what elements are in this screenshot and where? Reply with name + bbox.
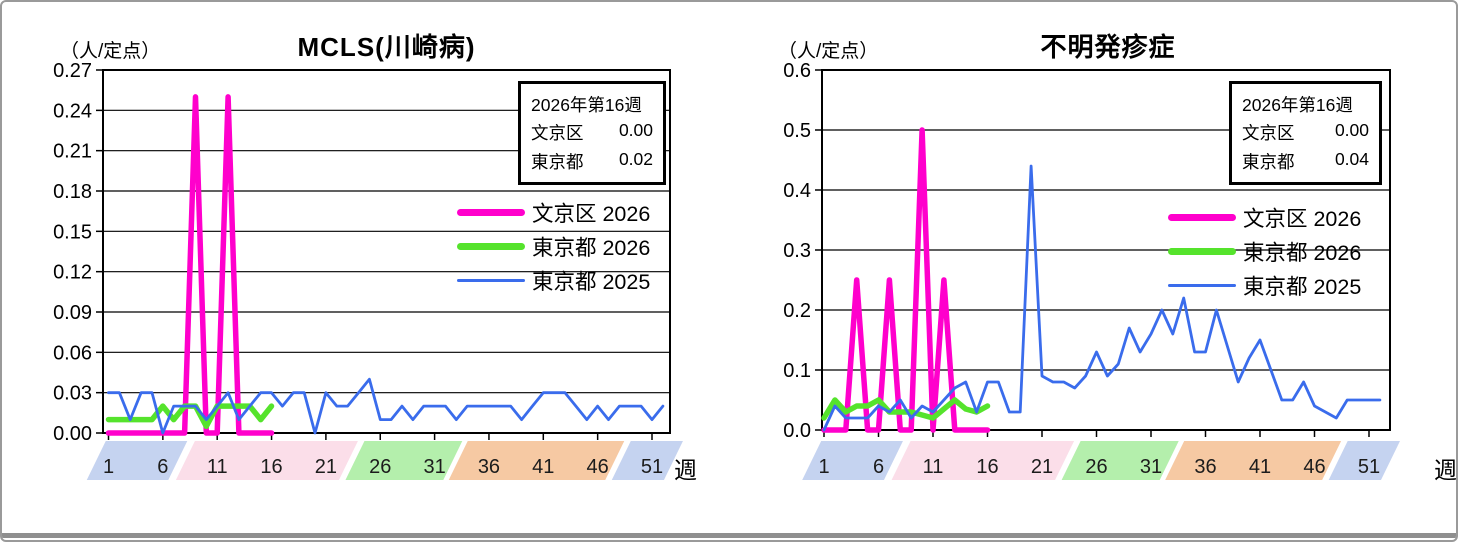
svg-text:0.09: 0.09 xyxy=(53,302,92,324)
svg-text:46: 46 xyxy=(587,456,609,478)
info-box-week-title: 2026年第16週 xyxy=(531,94,642,115)
legend-item-bunkyo-2026: 文京区 2026 xyxy=(1168,200,1361,234)
svg-text:1: 1 xyxy=(818,456,829,478)
svg-text:16: 16 xyxy=(976,456,998,478)
svg-text:31: 31 xyxy=(1140,456,1162,478)
svg-text:41: 41 xyxy=(532,456,554,478)
legend-line-swatch-magenta xyxy=(457,208,525,216)
svg-text:0.12: 0.12 xyxy=(53,262,92,284)
info-label: 文京区 xyxy=(1242,123,1295,144)
svg-text:0.06: 0.06 xyxy=(53,342,92,364)
legend-item-bunkyo-2026: 文京区 2026 xyxy=(457,195,650,229)
info-box: 2026年第16週 文京区 0.00 東京都 0.02 xyxy=(518,81,666,185)
info-box: 2026年第16週 文京区 0.00 東京都 0.04 xyxy=(1229,81,1382,185)
svg-text:0.03: 0.03 xyxy=(53,383,92,405)
svg-text:0.6: 0.6 xyxy=(783,60,811,82)
svg-text:0.2: 0.2 xyxy=(783,300,811,322)
chart-title-mcls: MCLS(川崎病) xyxy=(297,32,476,62)
legend-line-swatch-blue xyxy=(1168,283,1236,287)
chart-1: 0.60.50.40.30.20.10.01 6 11 16 21 26 31 36 41 46 5… xyxy=(783,60,1400,480)
svg-text:31: 31 xyxy=(423,456,445,478)
x-axis-label: 週 xyxy=(674,457,697,483)
svg-text:21: 21 xyxy=(315,456,337,478)
svg-text:0.5: 0.5 xyxy=(783,120,811,142)
svg-text:21: 21 xyxy=(1031,456,1053,478)
info-label: 東京都 xyxy=(1242,152,1295,173)
svg-text:26: 26 xyxy=(369,456,391,478)
svg-text:51: 51 xyxy=(1358,456,1380,478)
svg-text:0.18: 0.18 xyxy=(53,181,92,203)
legend-line-swatch-blue xyxy=(457,278,525,282)
svg-text:0.21: 0.21 xyxy=(53,141,92,163)
svg-text:11: 11 xyxy=(207,456,228,478)
svg-text:0.3: 0.3 xyxy=(783,240,811,262)
legend-line-swatch-magenta xyxy=(1168,213,1236,221)
svg-text:16: 16 xyxy=(260,456,282,478)
svg-text:0.4: 0.4 xyxy=(783,180,811,202)
y-axis-unit-label: （人/定点） xyxy=(60,41,161,62)
svg-text:0.15: 0.15 xyxy=(53,221,92,243)
legend: 文京区 2026 東京都 2026 東京都 2025 xyxy=(457,195,650,297)
legend-line-swatch-green xyxy=(1168,247,1236,255)
x-axis-label: 週 xyxy=(1434,457,1457,483)
legend-item-tokyo-2026: 東京都 2026 xyxy=(457,229,650,263)
svg-text:0.27: 0.27 xyxy=(53,60,92,82)
info-row-tokyo: 東京都 0.02 xyxy=(531,149,653,174)
svg-text:11: 11 xyxy=(923,456,944,478)
chart-0: 0.27 0.24 0.21 0.18 0.15 0.12 0.09 0.06 0.03 0.00… xyxy=(53,60,683,480)
legend-item-tokyo-2025: 東京都 2025 xyxy=(457,263,650,297)
svg-text:0.0: 0.0 xyxy=(783,420,811,442)
window-bottom-edge xyxy=(2,533,1456,538)
info-row-bunkyo: 文京区 0.00 xyxy=(531,120,653,145)
legend-item-tokyo-2025: 東京都 2025 xyxy=(1168,268,1361,302)
legend-line-swatch-green xyxy=(457,242,525,250)
info-value: 0.00 xyxy=(1334,120,1369,141)
svg-text:0.1: 0.1 xyxy=(783,360,811,382)
info-label: 東京都 xyxy=(531,152,584,173)
y-axis-unit-label: （人/定点） xyxy=(778,41,879,62)
svg-text:0.24: 0.24 xyxy=(53,100,92,122)
svg-text:46: 46 xyxy=(1303,456,1325,478)
info-label: 文京区 xyxy=(531,123,584,144)
svg-text:6: 6 xyxy=(873,456,884,478)
legend-item-tokyo-2026: 東京都 2026 xyxy=(1168,234,1361,268)
svg-text:51: 51 xyxy=(641,456,663,478)
svg-text:0.00: 0.00 xyxy=(53,423,92,445)
info-value: 0.00 xyxy=(618,120,653,141)
info-row-tokyo: 東京都 0.04 xyxy=(1242,149,1369,174)
svg-text:26: 26 xyxy=(1085,456,1107,478)
svg-text:6: 6 xyxy=(157,456,168,478)
info-box-week-title: 2026年第16週 xyxy=(1242,94,1353,115)
svg-text:36: 36 xyxy=(1194,456,1216,478)
svg-text:1: 1 xyxy=(103,456,114,478)
svg-text:36: 36 xyxy=(478,456,500,478)
info-value: 0.02 xyxy=(618,149,653,170)
chart-title-rash: 不明発疹症 xyxy=(1040,32,1176,62)
legend: 文京区 2026 東京都 2026 東京都 2025 xyxy=(1168,200,1361,302)
info-row-bunkyo: 文京区 0.00 xyxy=(1242,120,1369,145)
info-value: 0.04 xyxy=(1334,149,1369,170)
svg-text:41: 41 xyxy=(1249,456,1271,478)
